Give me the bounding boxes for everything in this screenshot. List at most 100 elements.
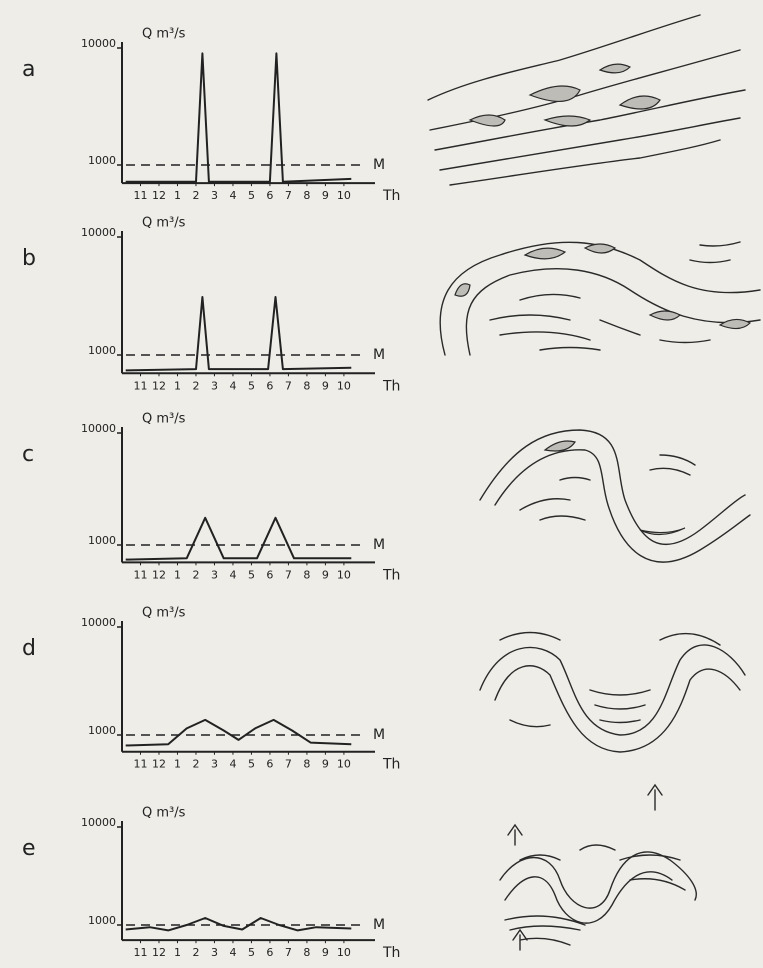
x-tick-label: 2 <box>192 946 199 959</box>
x-tick-label: 12 <box>152 568 166 581</box>
y-tick-label: 1000 <box>88 914 116 927</box>
hydrograph-line <box>125 52 352 183</box>
x-tick-label: 3 <box>211 946 218 959</box>
hydrograph-line <box>125 516 352 561</box>
y-tick-label: 10000 <box>81 37 116 50</box>
x-tick-label: 12 <box>152 189 166 202</box>
y-tick-label: 10000 <box>81 816 116 829</box>
x-tick-label: 9 <box>322 189 329 202</box>
panel-letter: c <box>22 442 34 467</box>
hydrograph-line <box>125 296 352 372</box>
x-tick-label: 6 <box>266 758 273 771</box>
x-tick-label: 5 <box>248 946 255 959</box>
x-tick-label: 10 <box>337 379 351 392</box>
sketch-wooded-channel <box>499 783 697 951</box>
y-axis-label: Q m³/s <box>142 606 186 621</box>
x-tick-label: 4 <box>229 379 236 392</box>
x-tick-label: 8 <box>303 758 310 771</box>
panel-letter: a <box>22 57 35 82</box>
reference-label: M <box>373 347 385 363</box>
x-tick-label: 6 <box>266 946 273 959</box>
x-tick-label: 7 <box>285 946 292 959</box>
x-axis-label: Th <box>382 757 400 773</box>
x-tick-label: 12 <box>152 946 166 959</box>
x-tick-label: 8 <box>303 568 310 581</box>
y-tick-label: 1000 <box>88 344 116 357</box>
x-tick-label: 5 <box>248 568 255 581</box>
x-tick-label: 7 <box>285 568 292 581</box>
x-tick-label: 2 <box>192 758 199 771</box>
x-tick-label: 1 <box>174 946 181 959</box>
river-sketches <box>427 14 761 951</box>
panel-letter: e <box>22 836 36 861</box>
hydrograph-line <box>125 718 352 747</box>
x-tick-label: 1 <box>174 379 181 392</box>
y-tick-label: 10000 <box>81 422 116 435</box>
x-tick-label: 11 <box>133 189 147 202</box>
x-axis-label: Th <box>382 567 400 583</box>
x-tick-label: 2 <box>192 189 199 202</box>
x-tick-label: 2 <box>192 568 199 581</box>
x-tick-label: 8 <box>303 379 310 392</box>
x-tick-label: 4 <box>229 758 236 771</box>
x-tick-label: 10 <box>337 189 351 202</box>
x-tick-label: 5 <box>248 758 255 771</box>
y-tick-label: 10000 <box>81 616 116 629</box>
x-tick-label: 5 <box>248 189 255 202</box>
y-axis-label: Q m³/s <box>142 412 186 427</box>
x-tick-label: 9 <box>322 946 329 959</box>
x-tick-label: 8 <box>303 946 310 959</box>
reference-label: M <box>373 537 385 553</box>
x-tick-label: 9 <box>322 379 329 392</box>
sketch-regular-meander <box>479 631 746 753</box>
x-tick-label: 10 <box>337 758 351 771</box>
y-tick-label: 1000 <box>88 724 116 737</box>
x-tick-label: 1 <box>174 189 181 202</box>
x-tick-label: 11 <box>133 379 147 392</box>
x-axis-label: Th <box>382 188 400 204</box>
x-tick-label: 2 <box>192 379 199 392</box>
x-tick-label: 3 <box>211 758 218 771</box>
x-tick-label: 9 <box>322 568 329 581</box>
x-tick-label: 4 <box>229 189 236 202</box>
x-axis-label: Th <box>382 945 400 961</box>
panel-letter: b <box>22 246 36 271</box>
x-tick-label: 8 <box>303 189 310 202</box>
x-tick-label: 11 <box>133 758 147 771</box>
sketch-meander <box>479 429 751 563</box>
sketch-wide-meander <box>439 241 761 356</box>
x-tick-label: 4 <box>229 946 236 959</box>
reference-label: M <box>373 917 385 933</box>
x-tick-label: 3 <box>211 568 218 581</box>
reference-label: M <box>373 157 385 173</box>
panel-letter: d <box>22 636 36 661</box>
reference-label: M <box>373 727 385 743</box>
x-tick-label: 10 <box>337 946 351 959</box>
y-axis-label: Q m³/s <box>142 27 186 42</box>
x-tick-label: 12 <box>152 379 166 392</box>
y-axis-label: Q m³/s <box>142 806 186 821</box>
x-tick-label: 9 <box>322 758 329 771</box>
x-tick-label: 4 <box>229 568 236 581</box>
x-tick-label: 1 <box>174 758 181 771</box>
y-axis-label: Q m³/s <box>142 216 186 231</box>
x-tick-label: 3 <box>211 379 218 392</box>
x-tick-label: 11 <box>133 568 147 581</box>
x-tick-label: 3 <box>211 189 218 202</box>
sketch-braided <box>427 14 746 186</box>
x-tick-label: 7 <box>285 758 292 771</box>
x-tick-label: 12 <box>152 758 166 771</box>
x-tick-label: 6 <box>266 379 273 392</box>
x-tick-label: 6 <box>266 568 273 581</box>
hydrograph-line <box>125 917 352 932</box>
x-tick-label: 6 <box>266 189 273 202</box>
x-tick-label: 10 <box>337 568 351 581</box>
x-tick-label: 5 <box>248 379 255 392</box>
x-tick-label: 11 <box>133 946 147 959</box>
